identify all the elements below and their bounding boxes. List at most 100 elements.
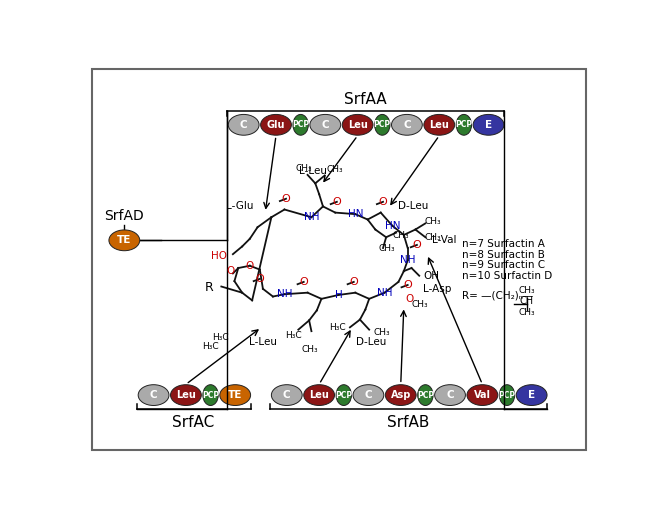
Text: H₃C: H₃C	[285, 331, 301, 340]
Text: L-Leu: L-Leu	[249, 337, 277, 347]
Text: n=8 Surfactin B: n=8 Surfactin B	[461, 250, 545, 260]
Text: NH: NH	[377, 288, 393, 298]
Text: HO: HO	[212, 251, 227, 261]
Text: PCP: PCP	[417, 391, 434, 399]
Text: CH₃: CH₃	[519, 286, 535, 296]
Text: PCP: PCP	[373, 120, 391, 130]
Text: H₃C: H₃C	[212, 333, 229, 342]
Text: Glu: Glu	[267, 120, 286, 130]
Ellipse shape	[375, 115, 390, 135]
Text: D-Leu: D-Leu	[356, 337, 386, 347]
Text: D-Leu: D-Leu	[399, 201, 429, 211]
Text: E: E	[528, 390, 535, 400]
Text: L-Glu: L-Glu	[226, 201, 254, 211]
Text: C: C	[240, 120, 247, 130]
Text: CH₃: CH₃	[424, 233, 442, 242]
Text: O: O	[255, 274, 264, 284]
Text: CH₃: CH₃	[301, 345, 318, 354]
Text: HN: HN	[385, 221, 400, 231]
Ellipse shape	[353, 384, 384, 406]
Text: L-Asp: L-Asp	[423, 284, 451, 294]
Text: NH: NH	[400, 255, 415, 265]
Text: n=9 Surfactin C: n=9 Surfactin C	[461, 260, 545, 270]
Text: C: C	[150, 390, 157, 400]
Ellipse shape	[516, 384, 547, 406]
Text: R= —(CH₂)ₙ—: R= —(CH₂)ₙ—	[461, 291, 533, 301]
Ellipse shape	[228, 115, 259, 135]
Text: O: O	[350, 277, 358, 287]
Text: SrfAC: SrfAC	[173, 415, 215, 430]
Ellipse shape	[203, 384, 218, 406]
Ellipse shape	[220, 384, 251, 406]
Text: H: H	[334, 290, 342, 300]
Text: Val: Val	[474, 390, 491, 400]
Text: L-Leu: L-Leu	[299, 166, 327, 176]
Text: PCP: PCP	[498, 391, 516, 399]
Ellipse shape	[418, 384, 433, 406]
Text: CH₃: CH₃	[412, 300, 428, 309]
Text: HN: HN	[348, 209, 363, 219]
Ellipse shape	[336, 384, 352, 406]
Text: CH₃: CH₃	[392, 231, 409, 240]
Text: O: O	[379, 197, 387, 207]
Text: Leu: Leu	[309, 390, 329, 400]
Text: O: O	[403, 280, 412, 290]
Text: n=10 Surfactin D: n=10 Surfactin D	[461, 271, 552, 281]
Text: O: O	[299, 277, 308, 287]
Ellipse shape	[138, 384, 169, 406]
Ellipse shape	[272, 384, 302, 406]
Text: H₃C: H₃C	[202, 342, 219, 351]
Text: SrfAB: SrfAB	[387, 415, 430, 430]
Text: O: O	[246, 261, 254, 271]
Text: R: R	[205, 281, 214, 294]
Text: OH: OH	[423, 271, 439, 281]
Text: C: C	[365, 390, 372, 400]
Text: C: C	[283, 390, 291, 400]
Text: CH₃: CH₃	[424, 217, 442, 226]
Text: CH₃: CH₃	[519, 308, 535, 317]
Ellipse shape	[467, 384, 498, 406]
Ellipse shape	[260, 115, 292, 135]
Text: C: C	[446, 390, 454, 400]
Ellipse shape	[424, 115, 455, 135]
Text: PCP: PCP	[455, 120, 473, 130]
Text: L-Val: L-Val	[432, 235, 457, 245]
Text: PCP: PCP	[292, 120, 309, 130]
Text: H₃C: H₃C	[329, 323, 346, 332]
Text: n=7 Surfactin A: n=7 Surfactin A	[461, 239, 545, 249]
Text: C: C	[321, 120, 329, 130]
Text: PCP: PCP	[335, 391, 352, 399]
Text: CH₃: CH₃	[327, 165, 344, 174]
Text: O: O	[332, 197, 341, 207]
Text: O: O	[412, 240, 421, 250]
Ellipse shape	[456, 115, 471, 135]
Text: TE: TE	[228, 390, 243, 400]
Text: CH₃: CH₃	[373, 328, 389, 337]
Ellipse shape	[109, 230, 139, 251]
Ellipse shape	[385, 384, 416, 406]
Text: CH₃: CH₃	[378, 244, 395, 253]
Text: NH: NH	[303, 212, 319, 222]
Text: Leu: Leu	[176, 390, 196, 400]
Ellipse shape	[171, 384, 202, 406]
Text: O: O	[405, 294, 413, 304]
Ellipse shape	[293, 115, 308, 135]
Ellipse shape	[435, 384, 465, 406]
Ellipse shape	[303, 384, 334, 406]
Text: CH₃: CH₃	[295, 164, 312, 173]
Text: SrfAA: SrfAA	[344, 92, 387, 107]
Text: PCP: PCP	[202, 391, 219, 399]
Ellipse shape	[499, 384, 515, 406]
Ellipse shape	[342, 115, 373, 135]
Text: SrfAD: SrfAD	[104, 209, 144, 224]
Text: Asp: Asp	[391, 390, 411, 400]
Ellipse shape	[473, 115, 504, 135]
Text: E: E	[485, 120, 492, 130]
Ellipse shape	[391, 115, 422, 135]
Text: TE: TE	[117, 235, 132, 245]
Text: Leu: Leu	[348, 120, 368, 130]
Text: O: O	[282, 194, 290, 204]
Ellipse shape	[310, 115, 340, 135]
Text: CH: CH	[520, 296, 534, 306]
Text: O: O	[227, 266, 235, 276]
